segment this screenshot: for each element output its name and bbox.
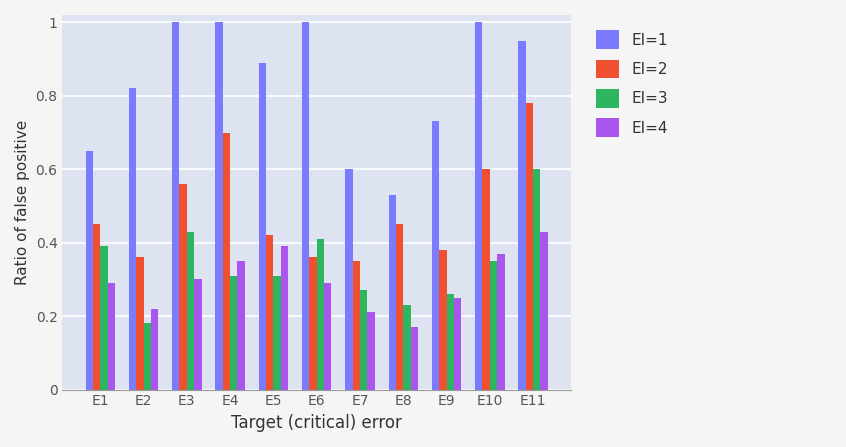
Bar bbox=[259, 63, 266, 390]
Bar bbox=[302, 22, 310, 390]
Bar bbox=[404, 305, 410, 390]
Bar bbox=[187, 232, 195, 390]
Bar bbox=[497, 254, 504, 390]
Bar bbox=[151, 309, 158, 390]
Bar bbox=[439, 250, 447, 390]
Bar bbox=[410, 327, 418, 390]
Bar bbox=[93, 224, 100, 390]
Bar bbox=[447, 294, 454, 390]
Bar bbox=[316, 239, 324, 390]
Bar bbox=[482, 169, 490, 390]
Bar bbox=[345, 169, 353, 390]
Bar bbox=[396, 224, 404, 390]
Bar bbox=[129, 89, 136, 390]
Bar bbox=[525, 103, 533, 390]
Bar bbox=[222, 132, 230, 390]
Bar bbox=[310, 257, 316, 390]
Bar bbox=[100, 246, 107, 390]
Bar bbox=[144, 324, 151, 390]
Bar bbox=[107, 283, 115, 390]
Bar bbox=[324, 283, 332, 390]
Bar bbox=[431, 122, 439, 390]
Bar bbox=[541, 232, 548, 390]
X-axis label: Target (critical) error: Target (critical) error bbox=[231, 414, 402, 432]
Bar bbox=[195, 279, 201, 390]
Bar bbox=[490, 261, 497, 390]
Bar bbox=[136, 257, 144, 390]
Bar bbox=[216, 22, 222, 390]
Bar bbox=[388, 195, 396, 390]
Bar bbox=[273, 276, 281, 390]
Bar bbox=[172, 22, 179, 390]
Legend: EI=1, EI=2, EI=3, EI=4: EI=1, EI=2, EI=3, EI=4 bbox=[589, 23, 676, 144]
Bar bbox=[266, 235, 273, 390]
Bar bbox=[230, 276, 238, 390]
Bar bbox=[353, 261, 360, 390]
Bar bbox=[85, 151, 93, 390]
Bar bbox=[454, 298, 461, 390]
Bar bbox=[475, 22, 482, 390]
Y-axis label: Ratio of false positive: Ratio of false positive bbox=[15, 120, 30, 285]
Bar bbox=[533, 169, 541, 390]
Bar bbox=[238, 261, 244, 390]
Bar bbox=[519, 41, 525, 390]
Bar bbox=[179, 184, 187, 390]
Bar bbox=[281, 246, 288, 390]
Bar bbox=[367, 312, 375, 390]
Bar bbox=[360, 291, 367, 390]
